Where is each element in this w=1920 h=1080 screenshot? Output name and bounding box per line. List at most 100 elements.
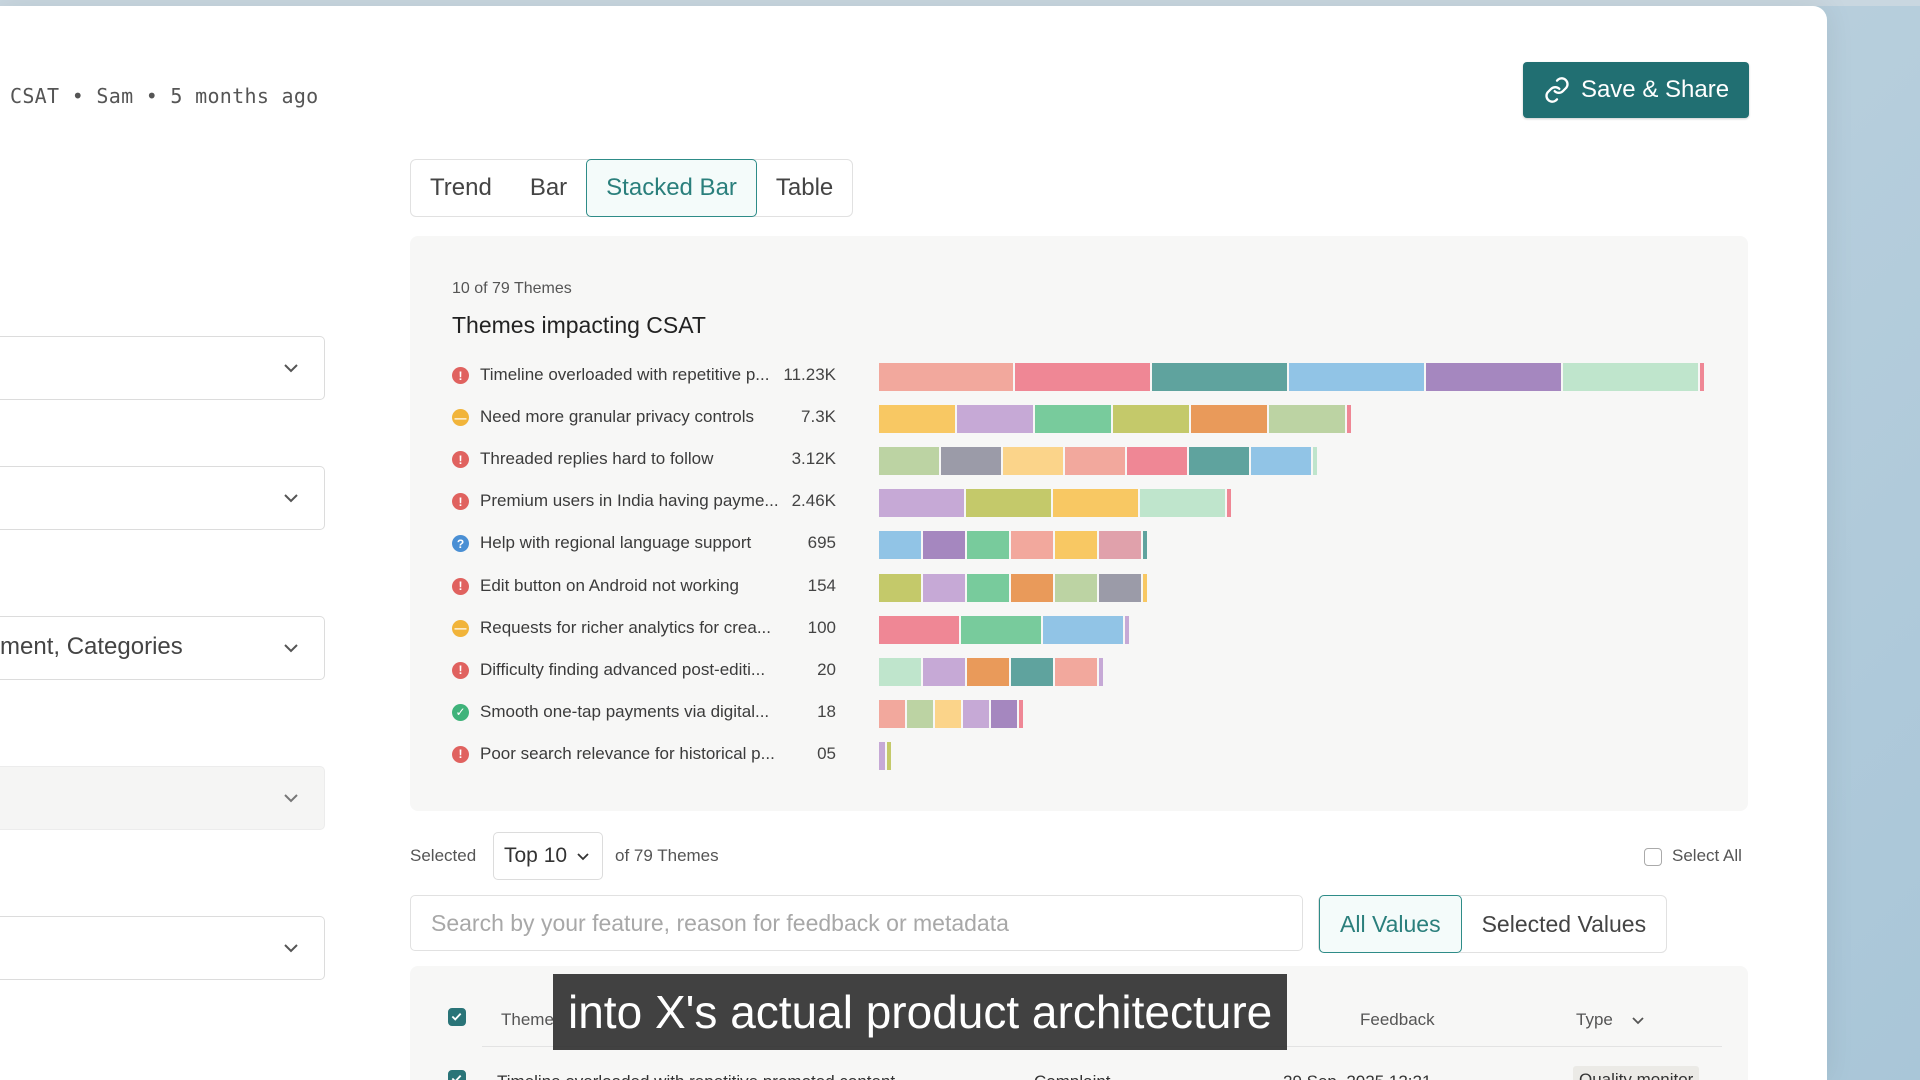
bar-segment[interactable]	[879, 573, 921, 602]
filter-dropdown-1[interactable]	[0, 336, 325, 400]
bar-segment[interactable]	[1251, 447, 1311, 476]
bar-segment[interactable]	[1289, 363, 1424, 391]
chevron-down-icon[interactable]	[1630, 1012, 1646, 1028]
tab-trend[interactable]: Trend	[430, 174, 492, 201]
bar-segment[interactable]	[967, 531, 1009, 560]
row-checkbox[interactable]	[448, 1070, 466, 1080]
bar-segment[interactable]	[1035, 405, 1111, 434]
bar-segment[interactable]	[1099, 657, 1103, 686]
bar-segment[interactable]	[1011, 657, 1053, 686]
bar-segment[interactable]	[1700, 363, 1704, 391]
chart-row[interactable]: ! Threaded replies hard to follow 3.12K	[452, 444, 1712, 476]
bar-segment[interactable]	[1127, 447, 1187, 476]
bar-segment[interactable]	[961, 615, 1041, 644]
bar-segment[interactable]	[1043, 615, 1123, 644]
bar-segment[interactable]	[1011, 531, 1053, 560]
search-input[interactable]: Search by your feature, reason for feedb…	[410, 895, 1303, 951]
chart-row[interactable]: ! Premium users in India having payme... 2…	[452, 486, 1712, 518]
chevron-down-icon	[284, 644, 298, 653]
bar-segment[interactable]	[1426, 363, 1561, 391]
desktop-background	[0, 0, 1920, 6]
bar-segment[interactable]	[1189, 447, 1249, 476]
bar-segment[interactable]	[879, 657, 921, 686]
chart-value-label: 100	[807, 617, 836, 637]
alert-icon: !	[452, 745, 469, 763]
filter-dropdown-4[interactable]	[0, 766, 325, 830]
bar-segment[interactable]	[1227, 489, 1231, 518]
bar-segment[interactable]	[967, 573, 1009, 602]
bar-segment[interactable]	[1053, 489, 1138, 518]
bar-segment[interactable]	[1313, 447, 1317, 476]
chevron-down-icon	[577, 853, 589, 861]
chevron-down-icon	[284, 794, 298, 803]
bar-segment[interactable]	[966, 489, 1051, 518]
tab-selected-values[interactable]: Selected Values	[1481, 910, 1647, 937]
bar-segment[interactable]	[879, 447, 939, 476]
bar-segment[interactable]	[1113, 405, 1189, 434]
chart-row[interactable]: ? Help with regional language support 695	[452, 528, 1712, 560]
top-n-value: Top 10	[504, 844, 568, 867]
column-header-theme[interactable]: Theme	[501, 1010, 554, 1029]
tab-all-values[interactable]: All Values	[1319, 895, 1462, 953]
bar-segment[interactable]	[1347, 405, 1351, 434]
tab-bar[interactable]: Bar	[529, 174, 568, 201]
bar-segment[interactable]	[941, 447, 1001, 476]
chart-row[interactable]: ! Poor search relevance for historical p.…	[452, 739, 1712, 770]
bar-segment[interactable]	[1055, 657, 1097, 686]
chart-row[interactable]: — Need more granular privacy controls 7.3K	[452, 402, 1712, 434]
bar-segment[interactable]	[1152, 363, 1287, 391]
bar-segment[interactable]	[923, 531, 965, 560]
chart-category-label: Edit button on Android not working	[480, 575, 739, 595]
top-n-dropdown[interactable]: Top 10	[493, 832, 603, 880]
bar-segment[interactable]	[963, 699, 989, 728]
chart-row[interactable]: ! Difficulty finding advanced post-editi.…	[452, 655, 1712, 686]
filter-dropdown-2[interactable]	[0, 466, 325, 530]
bar-segment[interactable]	[1191, 405, 1267, 434]
save-share-button[interactable]: Save & Share	[1523, 62, 1749, 118]
chart-row[interactable]: — Requests for richer analytics for crea.…	[452, 613, 1712, 644]
bar-segment[interactable]	[1055, 573, 1097, 602]
bar-segment[interactable]	[879, 489, 964, 518]
bar-segment[interactable]	[1099, 531, 1141, 560]
bar-segment[interactable]	[1015, 363, 1150, 391]
bar-segment[interactable]	[1143, 531, 1147, 560]
chart-row[interactable]: ! Edit button on Android not working 154	[452, 571, 1712, 602]
filter-dropdown-5[interactable]	[0, 916, 325, 980]
bar-segment[interactable]	[907, 699, 933, 728]
bar-segment[interactable]	[935, 699, 961, 728]
filter-dropdown-3[interactable]: ment, Categories	[0, 616, 325, 680]
bar-segment[interactable]	[1269, 405, 1345, 434]
header-checkbox[interactable]	[448, 1008, 466, 1026]
bar-segment[interactable]	[879, 741, 885, 770]
chart-value-label: 695	[807, 533, 836, 553]
bar-segment[interactable]	[1019, 699, 1023, 728]
bar-segment[interactable]	[879, 363, 1013, 391]
bar-segment[interactable]	[1099, 573, 1141, 602]
bar-segment[interactable]	[957, 405, 1033, 434]
bar-segment[interactable]	[879, 405, 955, 434]
bar-segment[interactable]	[1065, 447, 1125, 476]
bar-segment[interactable]	[1011, 573, 1053, 602]
bar-segment[interactable]	[923, 657, 965, 686]
bar-segment[interactable]	[1143, 573, 1147, 602]
chart-row[interactable]: ! Timeline overloaded with repetitive p..…	[452, 360, 1712, 391]
bar-segment[interactable]	[923, 573, 965, 602]
bar-segment[interactable]	[1003, 447, 1063, 476]
column-header-feedback[interactable]: Feedback	[1360, 1010, 1435, 1029]
bar-segment[interactable]	[887, 741, 891, 770]
bar-segment[interactable]	[879, 531, 921, 560]
bar-segment[interactable]	[967, 657, 1009, 686]
tab-stacked-bar[interactable]: Stacked Bar	[586, 159, 757, 217]
bar-segment[interactable]	[1125, 615, 1129, 644]
select-all-label[interactable]: Select All	[1672, 846, 1742, 865]
tab-table[interactable]: Table	[775, 174, 834, 201]
bar-segment[interactable]	[1055, 531, 1097, 560]
bar-segment[interactable]	[879, 615, 959, 644]
bar-segment[interactable]	[991, 699, 1017, 728]
column-header-type[interactable]: Type	[1576, 1010, 1613, 1029]
bar-segment[interactable]	[1140, 489, 1225, 518]
chart-row[interactable]: ✓ Smooth one-tap payments via digital... 1…	[452, 697, 1712, 728]
bar-segment[interactable]	[1563, 363, 1698, 391]
select-all-checkbox[interactable]	[1644, 848, 1662, 866]
bar-segment[interactable]	[879, 699, 905, 728]
